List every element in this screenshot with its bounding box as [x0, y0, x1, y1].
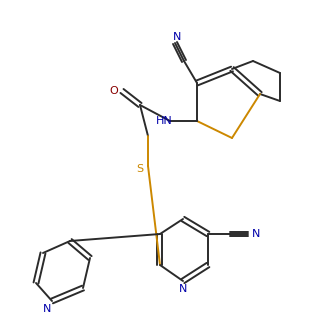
Text: HN: HN	[156, 116, 172, 126]
Text: N: N	[252, 229, 260, 239]
Text: N: N	[179, 284, 187, 294]
Text: O: O	[109, 86, 118, 96]
Text: S: S	[137, 164, 144, 174]
Text: N: N	[173, 32, 181, 42]
Text: N: N	[43, 304, 51, 314]
